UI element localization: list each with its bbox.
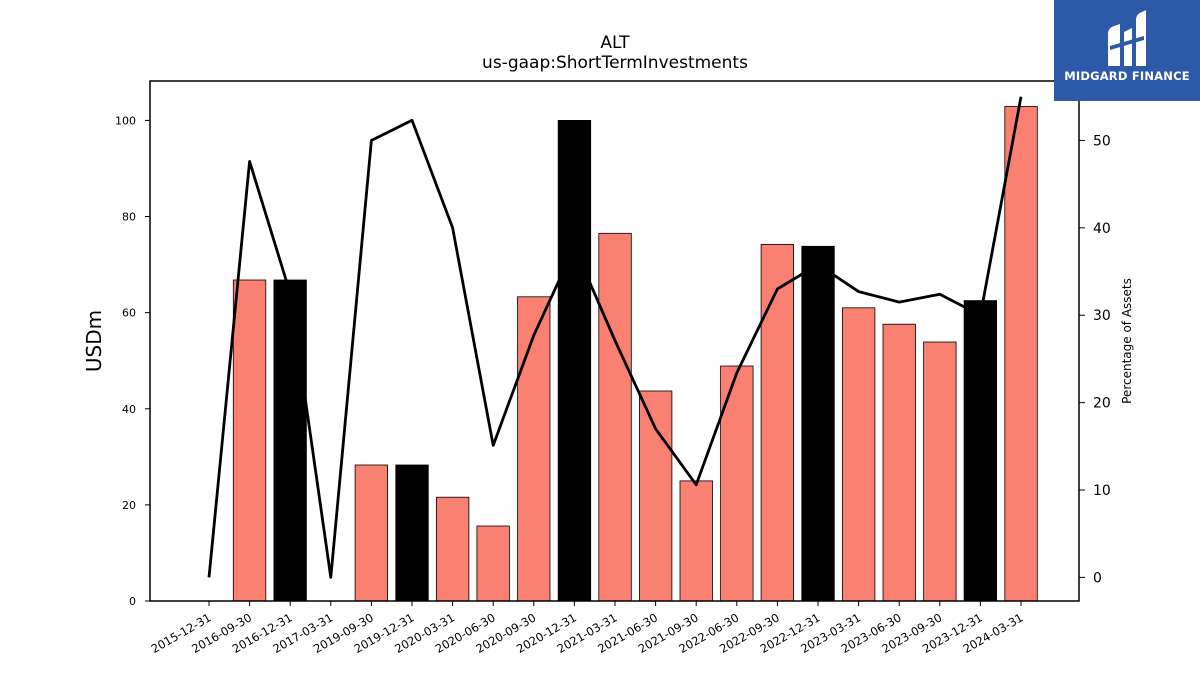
y-tick-label: 60 bbox=[122, 307, 136, 320]
bar-2016-12-31 bbox=[273, 279, 307, 602]
y-tick-label: 0 bbox=[129, 595, 136, 608]
bar-2021-06-30 bbox=[639, 390, 673, 602]
bar-2021-03-31 bbox=[598, 232, 632, 602]
bar-2020-12-31 bbox=[557, 120, 592, 602]
bar-2020-06-30 bbox=[476, 525, 510, 602]
y-tick-label: 80 bbox=[122, 211, 136, 224]
brand-logo: MIDGARD FINANCE bbox=[1054, 0, 1200, 101]
y2-axis-label: Percentage of Assets bbox=[1120, 278, 1134, 404]
y2-tick-label: 50 bbox=[1093, 133, 1111, 149]
bar-2019-12-31 bbox=[395, 464, 429, 602]
bar-2020-09-30 bbox=[517, 296, 551, 602]
brand-name: MIDGARD FINANCE bbox=[1064, 69, 1190, 83]
bar-2023-03-31 bbox=[842, 307, 876, 602]
y-axis-label: USDm bbox=[82, 310, 106, 372]
bar-2019-09-30 bbox=[354, 464, 389, 602]
bar-2021-09-30 bbox=[679, 480, 713, 602]
y2-tick-label: 0 bbox=[1093, 570, 1102, 586]
line-layer bbox=[207, 96, 1023, 579]
bar-2016-09-30 bbox=[232, 279, 267, 602]
bar-2023-09-30 bbox=[923, 341, 957, 602]
y-tick-label: 100 bbox=[115, 114, 136, 127]
bar-2024-03-31 bbox=[1004, 106, 1038, 602]
bars-layer bbox=[232, 106, 1038, 602]
y2-tick-label: 10 bbox=[1093, 483, 1111, 499]
bar-2022-09-30 bbox=[760, 243, 794, 602]
y2-tick-label: 30 bbox=[1093, 308, 1111, 324]
y-tick-label: 40 bbox=[122, 403, 136, 416]
midgard-logo-icon bbox=[1108, 10, 1146, 66]
chart-subtitle: us-gaap:ShortTermInvestments bbox=[482, 53, 748, 73]
y2-tick-label: 40 bbox=[1093, 221, 1111, 237]
bar-2020-03-31 bbox=[435, 496, 470, 602]
y-tick-label: 20 bbox=[122, 499, 136, 512]
y2-tick-label: 20 bbox=[1093, 396, 1111, 412]
series-line-percentage-of-assets bbox=[207, 96, 1023, 579]
bar-2023-12-31 bbox=[963, 300, 997, 602]
bar-2022-12-31 bbox=[801, 245, 835, 602]
bar-2023-06-30 bbox=[882, 323, 916, 602]
chart-title: ALT bbox=[600, 33, 630, 53]
